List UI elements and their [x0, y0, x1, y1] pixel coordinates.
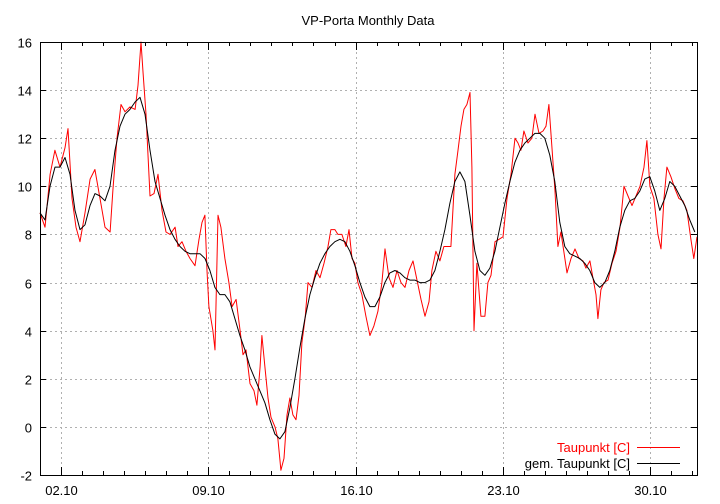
y-tick-label: 12: [18, 132, 32, 147]
y-tick-label: 4: [25, 325, 32, 340]
y-tick-label: 16: [18, 36, 32, 51]
plot-frame: [40, 42, 698, 476]
legend-label-taupunkt: Taupunkt [C]: [557, 440, 630, 455]
grid: [40, 42, 697, 475]
legend: Taupunkt [C] gem. Taupunkt [C]: [525, 440, 680, 471]
y-tick-label: 6: [25, 277, 32, 292]
y-tick-label: 0: [25, 421, 32, 436]
y-tick-label: 8: [25, 228, 32, 243]
series-layer: [39, 41, 698, 471]
y-tick-label: 10: [18, 180, 32, 195]
x-tick-label: 02.10: [45, 483, 78, 498]
series-line-taupunkt: [39, 41, 698, 471]
y-tick-label: 14: [18, 84, 32, 99]
y-tick-label: 2: [25, 373, 32, 388]
series-line-gem-taupunkt: [39, 96, 696, 440]
x-tick-label: 23.10: [487, 483, 520, 498]
x-tick-label: 16.10: [340, 483, 373, 498]
x-tick-label: 30.10: [634, 483, 667, 498]
legend-label-gem-taupunkt: gem. Taupunkt [C]: [525, 456, 630, 471]
chart-title: VP-Porta Monthly Data: [302, 13, 436, 28]
y-tick-label: -2: [20, 469, 32, 484]
x-tick-label: 09.10: [192, 483, 225, 498]
ticks: -2 0 2 4 6 8 10 12 14 16 02.10 09.10 16.10 23.10 30.10: [18, 36, 697, 498]
